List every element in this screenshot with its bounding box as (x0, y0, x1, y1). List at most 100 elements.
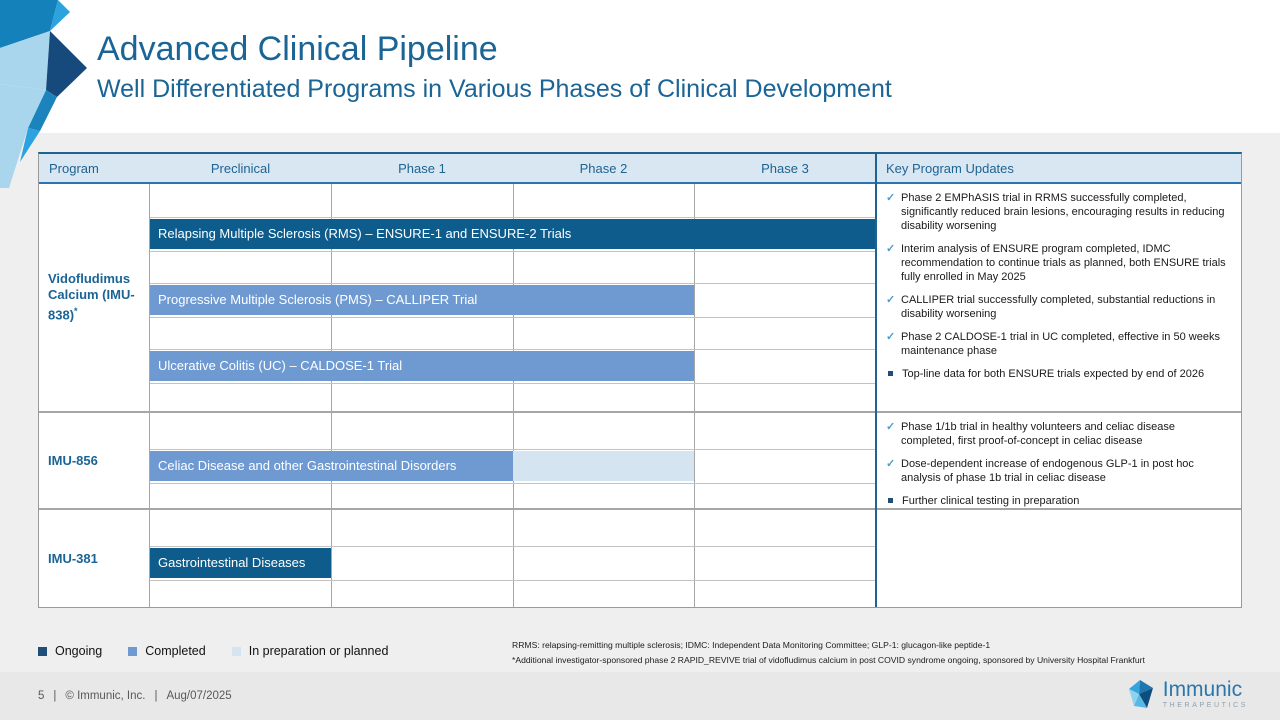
grid-hline (150, 383, 876, 384)
footnote-abbreviations: RRMS: relapsing-remitting multiple scler… (512, 640, 991, 650)
updates-column-divider (875, 154, 877, 607)
company-gem-icon (1128, 680, 1153, 708)
update-item: Further clinical testing in preparation (886, 494, 1229, 508)
legend-label: Completed (145, 644, 206, 658)
grid-hline (150, 349, 876, 350)
phase-grid: Celiac Disease and other Gastrointestina… (150, 413, 876, 508)
pipeline-bar-label: Relapsing Multiple Sclerosis (RMS) – ENS… (158, 226, 572, 241)
company-logo: Immunic THERAPEUTICS (1126, 679, 1248, 713)
table-header-row: Program Preclinical Phase 1 Phase 2 Phas… (39, 154, 1241, 184)
footnotes: RRMS: relapsing-remitting multiple scler… (512, 638, 1242, 668)
check-bullet-icon: ✓ (886, 294, 896, 306)
column-header-program: Program (49, 160, 99, 176)
check-bullet-icon: ✓ (886, 458, 896, 470)
pipeline-bar-ongoing (150, 219, 876, 249)
legend-item-planned: In preparation or planned (231, 644, 389, 658)
title-block: Advanced Clinical Pipeline Well Differen… (97, 28, 892, 104)
column-header-phase1: Phase 1 (398, 160, 446, 176)
grid-hline (150, 580, 876, 581)
legend-label: In preparation or planned (248, 644, 389, 658)
square-bullet-icon (888, 498, 893, 503)
company-corner-logo-icon (0, 0, 87, 188)
update-text: Phase 2 CALDOSE-1 trial in UC completed,… (901, 331, 1220, 357)
column-header-preclinical: Preclinical (210, 160, 271, 176)
grid-hline (150, 483, 876, 484)
pipeline-bar-label: Gastrointestinal Diseases (158, 555, 306, 570)
legend: Ongoing Completed In preparation or plan… (38, 644, 388, 658)
update-item: ✓ Interim analysis of ENSURE program comp… (886, 242, 1229, 284)
key-program-updates-cell (878, 510, 1241, 607)
program-name: Vidofludimus Calcium (IMU-838)* (39, 184, 150, 411)
check-bullet-icon: ✓ (886, 421, 896, 433)
grid-hline (150, 317, 876, 318)
page-title: Advanced Clinical Pipeline (97, 30, 498, 68)
table-row: IMU-856 Celiac Disease and other Gastroin… (39, 411, 1241, 508)
update-item: ✓ Phase 1/1b trial in healthy volunteers … (886, 420, 1229, 448)
key-program-updates-cell: ✓ Phase 1/1b trial in healthy volunteers … (878, 413, 1241, 508)
pipeline-table: Program Preclinical Phase 1 Phase 2 Phas… (38, 152, 1242, 608)
company-tagline: THERAPEUTICS (1162, 702, 1248, 709)
grid-vline (331, 510, 332, 607)
pipeline-bar-label: Ulcerative Colitis (UC) – CALDOSE-1 Tria… (158, 358, 403, 373)
footer-copyright: © Immunic, Inc. (65, 690, 146, 702)
update-text: Phase 1/1b trial in healthy volunteers a… (901, 421, 1175, 447)
footer-bar: 5 | © Immunic, Inc. | Aug/07/2025 Immuni… (0, 672, 1280, 720)
update-item: Top-line data for both ENSURE trials exp… (886, 367, 1229, 381)
update-item: ✓ CALLIPER trial successfully completed, … (886, 293, 1229, 321)
company-wordmark: Immunic THERAPEUTICS (1162, 678, 1248, 710)
footer-meta: 5 | © Immunic, Inc. | Aug/07/2025 (38, 672, 232, 720)
legend-swatch-planned-icon (231, 646, 241, 656)
phase-grid: Relapsing Multiple Sclerosis (RMS) – ENS… (150, 184, 876, 411)
check-bullet-icon: ✓ (886, 192, 896, 204)
pipeline-bar-completed (150, 285, 694, 315)
pipeline-bar-planned (513, 451, 694, 481)
grid-hline (150, 283, 876, 284)
program-name: IMU-381 (39, 510, 150, 607)
legend-swatch-ongoing-icon (38, 646, 47, 656)
page-subtitle: Well Differentiated Programs in Various … (97, 75, 892, 103)
update-text: Phase 2 EMPhASIS trial in RRMS successfu… (901, 192, 1225, 232)
legend-item-ongoing: Ongoing (38, 644, 102, 658)
update-item: ✓ Dose-dependent increase of endogenous G… (886, 457, 1229, 485)
column-header-phase2: Phase 2 (579, 160, 628, 176)
footer-separator: | (53, 690, 57, 702)
column-header-phase3: Phase 3 (761, 160, 809, 176)
pipeline-bar-label: Progressive Multiple Sclerosis (PMS) – C… (158, 292, 478, 307)
pipeline-bar-completed (150, 451, 513, 481)
grid-hline (150, 546, 876, 547)
phase-grid: Gastrointestinal Diseases (150, 510, 876, 607)
update-text: Interim analysis of ENSURE program compl… (901, 243, 1226, 283)
footer-date: Aug/07/2025 (166, 690, 232, 702)
pipeline-bar-label: Celiac Disease and other Gastrointestina… (158, 458, 457, 473)
company-name: Immunic (1162, 678, 1243, 701)
check-bullet-icon: ✓ (886, 243, 896, 255)
grid-vline (694, 413, 695, 508)
grid-hline (150, 251, 876, 252)
page-number: 5 (38, 690, 45, 702)
grid-vline (694, 510, 695, 607)
table-row: IMU-381 Gastrointestinal Diseases (39, 508, 1241, 607)
legend-swatch-completed-icon (128, 646, 138, 656)
update-item: ✓ Phase 2 CALDOSE-1 trial in UC completed… (886, 330, 1229, 358)
update-text: Dose-dependent increase of endogenous GL… (901, 458, 1194, 484)
update-text: Further clinical testing in preparation (902, 495, 1080, 507)
grid-vline (513, 510, 514, 607)
pipeline-bar-completed (150, 351, 694, 381)
column-header-key-program-updates: Key Program Updates (886, 160, 1014, 176)
update-text: CALLIPER trial successfully completed, s… (901, 294, 1216, 320)
legend-item-completed: Completed (128, 644, 206, 658)
table-body: Vidofludimus Calcium (IMU-838)* Relapsing… (39, 184, 1241, 607)
square-bullet-icon (888, 371, 893, 376)
grid-hline (150, 449, 876, 450)
grid-hline (150, 217, 876, 218)
pipeline-bar-ongoing (150, 548, 331, 578)
key-program-updates-cell: ✓ Phase 2 EMPhASIS trial in RRMS successf… (878, 184, 1241, 411)
legend-label: Ongoing (55, 644, 103, 658)
footer-separator: | (154, 690, 158, 702)
check-bullet-icon: ✓ (886, 331, 896, 343)
program-name: IMU-856 (39, 413, 150, 508)
footnote-asterisk: *Additional investigator-sponsored phase… (512, 655, 1145, 665)
update-item: ✓ Phase 2 EMPhASIS trial in RRMS successf… (886, 191, 1229, 233)
update-text: Top-line data for both ENSURE trials exp… (902, 368, 1205, 380)
